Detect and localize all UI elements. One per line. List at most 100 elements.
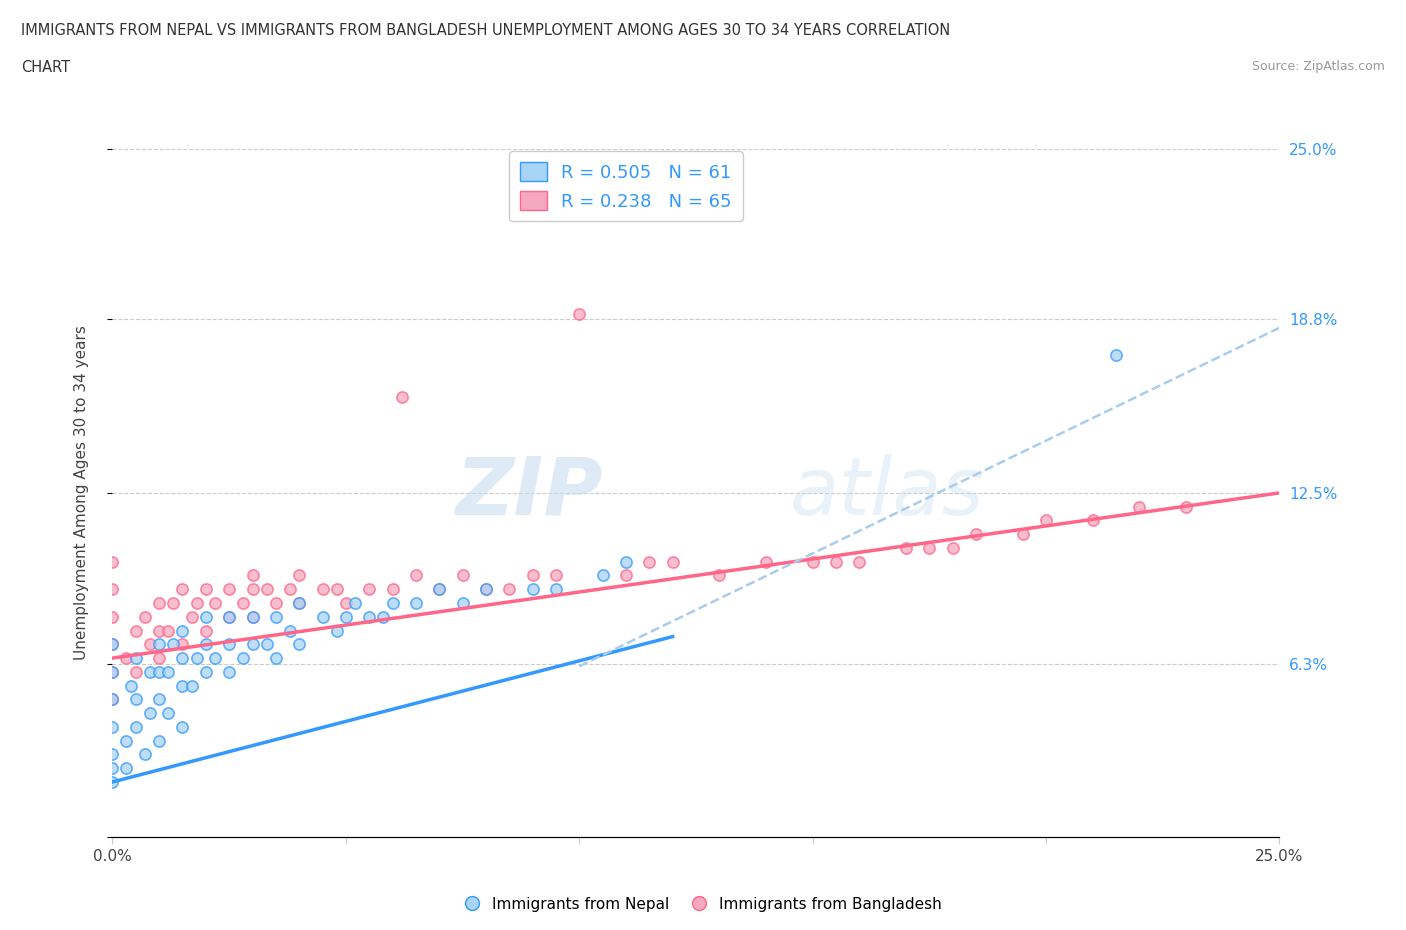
Legend: Immigrants from Nepal, Immigrants from Bangladesh: Immigrants from Nepal, Immigrants from B… — [458, 891, 948, 918]
Point — [101, 775, 124, 790]
Point — [125, 651, 148, 666]
Point — [101, 637, 124, 652]
Point — [115, 733, 138, 748]
Point — [162, 595, 184, 610]
Point — [522, 568, 544, 583]
Point — [194, 609, 217, 624]
Point — [344, 595, 367, 610]
Point — [894, 540, 917, 555]
Point — [709, 568, 731, 583]
Point — [427, 582, 450, 597]
Point — [125, 720, 148, 735]
Point — [522, 582, 544, 597]
Text: CHART: CHART — [21, 60, 70, 75]
Point — [148, 692, 170, 707]
Point — [801, 554, 824, 569]
Point — [592, 568, 614, 583]
Point — [125, 623, 148, 638]
Point — [204, 651, 226, 666]
Point — [825, 554, 848, 569]
Point — [101, 664, 124, 679]
Point — [194, 582, 217, 597]
Point — [101, 609, 124, 624]
Point — [115, 651, 138, 666]
Point — [256, 637, 278, 652]
Point — [139, 637, 162, 652]
Point — [1105, 348, 1128, 363]
Point — [148, 664, 170, 679]
Text: IMMIGRANTS FROM NEPAL VS IMMIGRANTS FROM BANGLADESH UNEMPLOYMENT AMONG AGES 30 T: IMMIGRANTS FROM NEPAL VS IMMIGRANTS FROM… — [21, 23, 950, 38]
Legend: R = 0.505   N = 61, R = 0.238   N = 65: R = 0.505 N = 61, R = 0.238 N = 65 — [509, 151, 742, 221]
Point — [218, 637, 240, 652]
Point — [194, 637, 217, 652]
Point — [186, 651, 208, 666]
Point — [134, 747, 156, 762]
Point — [172, 651, 194, 666]
Point — [451, 595, 474, 610]
Point — [942, 540, 965, 555]
Point — [451, 568, 474, 583]
Point — [218, 664, 240, 679]
Point — [288, 568, 311, 583]
Point — [1035, 513, 1057, 528]
Point — [180, 609, 202, 624]
Point — [568, 307, 591, 322]
Point — [391, 389, 413, 404]
Point — [157, 623, 180, 638]
Point — [180, 678, 202, 693]
Point — [278, 582, 301, 597]
Text: Source: ZipAtlas.com: Source: ZipAtlas.com — [1251, 60, 1385, 73]
Point — [544, 582, 567, 597]
Point — [544, 568, 567, 583]
Point — [359, 609, 381, 624]
Point — [172, 637, 194, 652]
Point — [101, 664, 124, 679]
Point — [172, 623, 194, 638]
Point — [139, 706, 162, 721]
Point — [288, 595, 311, 610]
Point — [498, 582, 520, 597]
Point — [101, 761, 124, 776]
Point — [172, 582, 194, 597]
Point — [427, 582, 450, 597]
Point — [1081, 513, 1104, 528]
Point — [325, 582, 347, 597]
Point — [101, 720, 124, 735]
Point — [125, 664, 148, 679]
Point — [148, 733, 170, 748]
Point — [101, 554, 124, 569]
Point — [232, 651, 254, 666]
Point — [918, 540, 941, 555]
Point — [157, 706, 180, 721]
Point — [194, 664, 217, 679]
Point — [157, 664, 180, 679]
Point — [335, 609, 357, 624]
Point — [218, 582, 240, 597]
Point — [325, 623, 347, 638]
Point — [264, 609, 287, 624]
Point — [614, 568, 637, 583]
Point — [194, 623, 217, 638]
Point — [148, 623, 170, 638]
Point — [638, 554, 661, 569]
Point — [264, 651, 287, 666]
Point — [232, 595, 254, 610]
Point — [101, 747, 124, 762]
Point — [242, 609, 264, 624]
Point — [218, 609, 240, 624]
Point — [405, 595, 427, 610]
Point — [148, 637, 170, 652]
Point — [359, 582, 381, 597]
Point — [335, 595, 357, 610]
Point — [311, 582, 333, 597]
Point — [172, 720, 194, 735]
Point — [475, 582, 498, 597]
Point — [242, 568, 264, 583]
Y-axis label: Unemployment Among Ages 30 to 34 years: Unemployment Among Ages 30 to 34 years — [75, 326, 89, 660]
Point — [848, 554, 870, 569]
Point — [288, 595, 311, 610]
Point — [218, 609, 240, 624]
Point — [264, 595, 287, 610]
Point — [101, 692, 124, 707]
Point — [186, 595, 208, 610]
